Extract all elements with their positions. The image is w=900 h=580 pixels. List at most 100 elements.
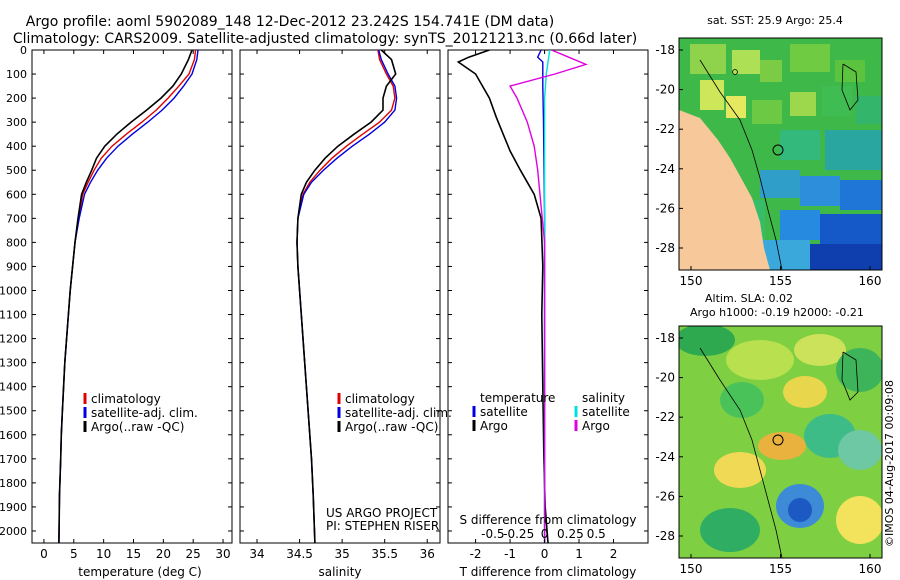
- map-y-tick-label: -28: [655, 529, 675, 543]
- map-y-tick-label: -22: [655, 122, 675, 136]
- x-tick-label: 10: [96, 547, 111, 561]
- x-tick-label: -2: [470, 547, 482, 561]
- legend-temperature-argo: Argo: [480, 419, 508, 433]
- depth-tick-label: 700: [6, 212, 27, 225]
- difference-top-label: S difference from climatology: [460, 513, 637, 527]
- legend-salinity-satellite: satellite: [582, 405, 630, 419]
- figure-title-line1: Argo profile: aoml 5902089_148 12-Dec-20…: [26, 14, 554, 30]
- map-y-tick-label: -26: [655, 489, 675, 503]
- depth-tick-label: 100: [6, 68, 27, 81]
- depth-tick-label: 400: [6, 140, 27, 153]
- depth-tick-label: 1600: [0, 429, 27, 442]
- pi-annotation: PI: STEPHEN RISER: [326, 519, 439, 533]
- depth-tick-label: 1000: [0, 284, 27, 297]
- temperature-plot-frame: [31, 49, 233, 544]
- top-tick-label: -0.5: [481, 527, 504, 541]
- map-y-tick-label: -18: [655, 331, 675, 345]
- legend-argo: Argo(..raw -QC): [345, 420, 438, 434]
- map-x-tick-label: 160: [859, 562, 882, 576]
- x-tick-label: 15: [126, 547, 141, 561]
- map-y-tick-label: -20: [655, 371, 675, 385]
- legend-temperature-satellite: satellite: [480, 405, 528, 419]
- x-tick-label: 30: [215, 547, 230, 561]
- sst-map-header: sat. SST: 25.9 Argo: 25.4: [707, 14, 843, 27]
- top-tick-label: 0.5: [587, 527, 606, 541]
- x-tick-label: 0: [40, 547, 48, 561]
- series-line-argo-raw-qc-: [58, 50, 193, 543]
- difference-top-ticks: -0.5-0.25 0 0.25 0.5: [481, 527, 606, 541]
- x-tick-label: 0: [541, 547, 549, 561]
- x-tick-label: 34: [249, 547, 264, 561]
- map-x-tick-label: 155: [769, 562, 792, 576]
- salinity-legend: climatology satellite-adj. clim. Argo(..…: [337, 392, 452, 434]
- depth-tick-label: 1700: [0, 453, 27, 466]
- x-tick-label: 1: [575, 547, 583, 561]
- map-x-tick-label: 155: [769, 274, 792, 288]
- sla-map-header-line2: Argo h1000: -0.19 h2000: -0.21: [690, 306, 864, 319]
- series-line-salinity-satellite: [543, 50, 551, 543]
- sla-map-header-line1: Altim. SLA: 0.02: [705, 292, 793, 305]
- project-annotation: US ARGO PROJECT: [326, 506, 438, 520]
- depth-tick-label: 300: [6, 116, 27, 129]
- figure-title-line2: Climatology: CARS2009. Satellite-adjuste…: [13, 31, 637, 47]
- imos-credit: ©IMOS 04-Aug-2017 00:09:08: [883, 380, 896, 547]
- salinity-x-label: salinity: [318, 565, 361, 579]
- legend-salinity: salinity: [582, 391, 625, 405]
- series-line-climatology: [58, 50, 197, 543]
- top-tick-label: -0.25: [503, 527, 534, 541]
- difference-legend: temperature satellite Argo salinity sate…: [472, 391, 630, 433]
- map-x-tick-label: 150: [680, 562, 703, 576]
- depth-tick-label: 600: [6, 188, 27, 201]
- legend-temperature: temperature: [480, 391, 555, 405]
- salinity-panel: 34 34.5 35 35.5 36 salinity climatology sate…: [239, 49, 452, 579]
- salinity-x-ticks: 34 34.5 35 35.5 36: [240, 49, 440, 561]
- difference-x-label: T difference from climatology: [459, 565, 637, 579]
- depth-tick-label: 1900: [0, 501, 27, 514]
- x-tick-label: 20: [156, 547, 171, 561]
- x-tick-label: 5: [70, 547, 78, 561]
- series-line-argo-raw-qc-: [296, 50, 397, 543]
- salinity-lines: [296, 50, 398, 543]
- depth-tick-label: 0: [20, 44, 27, 57]
- sla-map-ticks: 150 155 160 -18 -20 -22 -24 -26 -28: [655, 331, 881, 576]
- map-x-tick-label: 160: [859, 274, 882, 288]
- legend-climatology: climatology: [91, 392, 161, 406]
- map-x-tick-label: 150: [680, 274, 703, 288]
- depth-tick-label: 1300: [0, 357, 27, 370]
- sst-map: sat. SST: 25.9 Argo: 25.4: [655, 14, 883, 288]
- map-y-tick-label: -28: [655, 241, 675, 255]
- difference-plot-frame: [447, 49, 649, 544]
- depth-axis-labels: 0 100 200 300 400 500 600 700 800 900 1000 1100 1200…: [0, 44, 27, 538]
- map-y-tick-label: -22: [655, 410, 675, 424]
- x-tick-label: 35: [334, 547, 349, 561]
- map-y-tick-label: -18: [655, 43, 675, 57]
- depth-tick-label: 2000: [0, 525, 27, 538]
- depth-tick-label: 1800: [0, 477, 27, 490]
- map-y-tick-label: -24: [655, 450, 675, 464]
- sst-map-ticks: 150 155 160 -18 -20 -22 -24 -26 -28: [655, 43, 881, 288]
- x-tick-label: 34.5: [286, 547, 313, 561]
- x-tick-label: -1: [504, 547, 516, 561]
- map-y-tick-label: -26: [655, 201, 675, 215]
- depth-tick-label: 1200: [0, 333, 27, 346]
- difference-panel: -2 -1 0 1 2 -0.5-0.25 0 0.25 0.5 T difference f…: [447, 49, 649, 579]
- temperature-legend: climatology satellite-adj. clim. Argo(..…: [83, 392, 198, 434]
- map-y-tick-label: -24: [655, 162, 675, 176]
- depth-tick-label: 800: [6, 236, 27, 249]
- temperature-x-ticks: 0 5 10 15 20 25 30: [32, 49, 232, 561]
- depth-tick-label: 1100: [0, 309, 27, 322]
- series-line-salinity-argo: [509, 50, 588, 543]
- difference-x-ticks: -2 -1 0 1 2: [448, 49, 648, 561]
- temperature-panel: 0 5 10 15 20 25 30 temperature (deg C) climato…: [31, 49, 233, 579]
- legend-satellite-adj: satellite-adj. clim.: [91, 406, 198, 420]
- depth-tick-label: 200: [6, 92, 27, 105]
- legend-satellite-adj: satellite-adj. clim.: [345, 406, 452, 420]
- legend-argo: Argo(..raw -QC): [91, 420, 184, 434]
- x-tick-label: 36: [420, 547, 435, 561]
- top-tick-label: 0.25: [557, 527, 584, 541]
- x-tick-label: 25: [186, 547, 201, 561]
- depth-tick-label: 1500: [0, 405, 27, 418]
- x-tick-label: 35.5: [371, 547, 398, 561]
- salinity-plot-frame: [239, 49, 441, 544]
